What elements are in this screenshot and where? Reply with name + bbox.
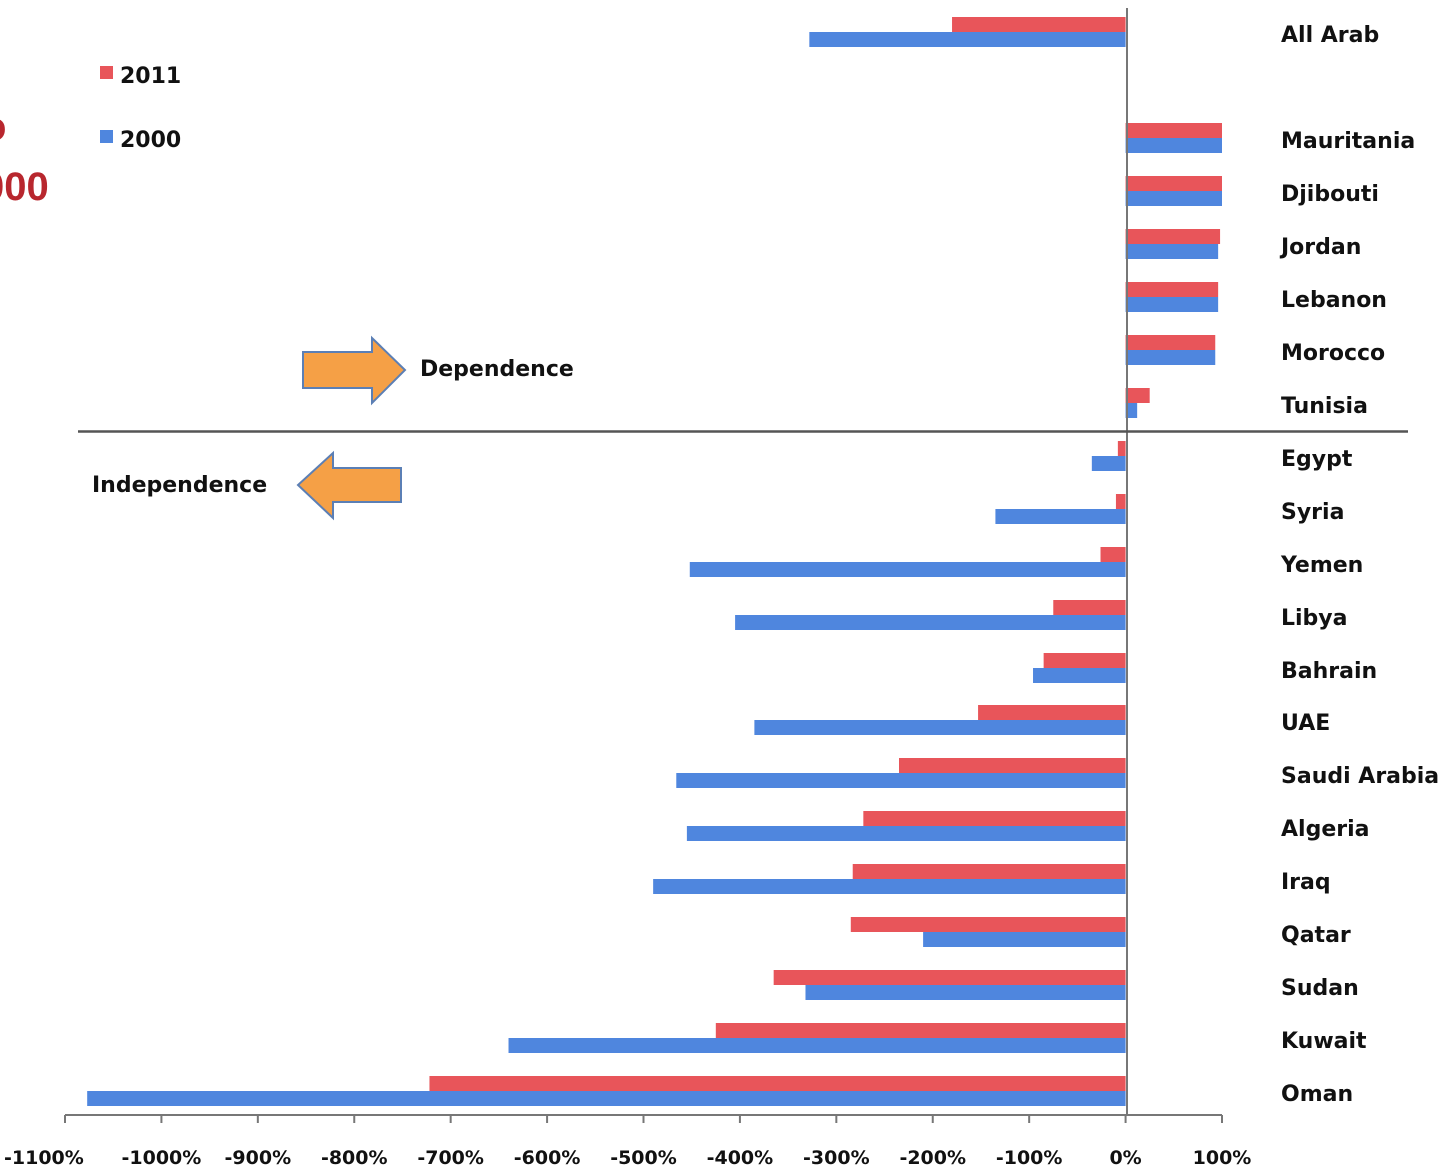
independence-label: Independence — [92, 473, 267, 498]
dependence-annotation: Dependence — [302, 335, 574, 406]
bar-2011-djibouti — [1125, 176, 1222, 191]
bar-2011-syria — [1115, 494, 1126, 509]
bar-2000-jordan — [1125, 244, 1219, 259]
bar-2000-oman — [87, 1091, 1126, 1106]
bar-2011-oman — [429, 1076, 1126, 1091]
bar-2000-yemen — [689, 562, 1126, 577]
category-label-yemen: Yemen — [1280, 553, 1363, 578]
category-label-lebanon: Lebanon — [1281, 288, 1387, 313]
category-label-iraq: Iraq — [1281, 870, 1331, 895]
bar-2000-all-arab — [809, 32, 1126, 47]
x-axis: -1100% -1000% -900% -800% -700% -600% -500% -40… — [4, 1114, 1252, 1169]
bar-2000-algeria — [686, 826, 1126, 841]
category-label-saudi-arabia: Saudi Arabia — [1281, 764, 1439, 789]
title-fragment-2: 000 — [0, 165, 49, 209]
bar-2011-iraq — [852, 864, 1126, 879]
bar-2000-mauritania — [1125, 138, 1222, 153]
bar-2011-saudi-arabia — [899, 758, 1126, 773]
bar-2000-uae — [754, 720, 1126, 735]
arrow-right-icon — [302, 335, 407, 406]
category-label-all-arab: All Arab — [1281, 23, 1379, 48]
bar-2011-yemen — [1100, 547, 1126, 562]
bar-2000-tunisia — [1125, 403, 1138, 418]
x-tick-label: -800% — [321, 1147, 388, 1169]
legend-swatch-2000 — [100, 130, 113, 143]
bar-2000-iraq — [653, 879, 1126, 894]
category-label-syria: Syria — [1281, 500, 1344, 525]
category-label-jordan: Jordan — [1279, 235, 1361, 260]
bar-2011-all-arab — [952, 17, 1126, 32]
x-tick-label: -500% — [610, 1147, 677, 1169]
category-label-oman: Oman — [1281, 1082, 1353, 1107]
bar-2011-egypt — [1117, 441, 1126, 456]
x-tick-label: 0% — [1109, 1147, 1141, 1169]
bar-group — [87, 17, 1222, 1106]
dependence-label: Dependence — [420, 357, 574, 382]
bar-2000-kuwait — [508, 1038, 1126, 1053]
bar-2011-algeria — [863, 811, 1126, 826]
bar-2000-syria — [995, 509, 1126, 524]
bar-2000-egypt — [1091, 456, 1126, 471]
x-tick-label: -1000% — [122, 1147, 202, 1169]
category-label-egypt: Egypt — [1281, 447, 1353, 472]
bar-2011-lebanon — [1125, 282, 1219, 297]
category-label-kuwait: Kuwait — [1281, 1029, 1367, 1054]
bar-2000-qatar — [923, 932, 1126, 947]
arrow-left-icon — [296, 450, 402, 521]
bar-2011-kuwait — [715, 1023, 1126, 1038]
legend: 2011 2000 — [100, 64, 181, 153]
bar-2011-sudan — [773, 970, 1126, 985]
x-tick-label: -400% — [707, 1147, 774, 1169]
bar-2000-libya — [735, 615, 1126, 630]
bar-2000-saudi-arabia — [676, 773, 1126, 788]
category-label-morocco: Morocco — [1281, 341, 1385, 366]
x-tick-label: -700% — [417, 1147, 484, 1169]
bar-2011-bahrain — [1043, 653, 1126, 668]
bar-2000-djibouti — [1125, 191, 1222, 206]
category-label-mauritania: Mauritania — [1281, 129, 1415, 154]
bar-2000-lebanon — [1125, 297, 1219, 312]
category-label-qatar: Qatar — [1281, 923, 1351, 948]
category-label-libya: Libya — [1281, 606, 1348, 631]
bar-2011-morocco — [1125, 335, 1216, 350]
bar-2011-uae — [978, 705, 1126, 720]
bar-2011-mauritania — [1125, 123, 1222, 138]
category-label-sudan: Sudan — [1281, 976, 1359, 1001]
category-label-tunisia: Tunisia — [1281, 394, 1368, 419]
x-tick-label: -900% — [225, 1147, 292, 1169]
category-label-uae: UAE — [1281, 711, 1330, 736]
bar-2011-libya — [1053, 600, 1126, 615]
category-label-djibouti: Djibouti — [1281, 182, 1379, 207]
bar-2011-qatar — [850, 917, 1126, 932]
legend-label-2011: 2011 — [120, 64, 181, 89]
x-tick-label: -100% — [996, 1147, 1063, 1169]
x-tick-label: 100% — [1193, 1147, 1252, 1169]
bar-2000-bahrain — [1033, 668, 1126, 683]
independence-annotation: Independence — [92, 450, 402, 521]
category-labels: All Arab Mauritania Djibouti Jordan Lebanon M… — [1279, 23, 1439, 1107]
legend-swatch-2011 — [100, 66, 113, 79]
category-label-algeria: Algeria — [1281, 817, 1369, 842]
x-tick-label: -200% — [899, 1147, 966, 1169]
bar-2000-morocco — [1125, 350, 1216, 365]
title-fragment-1: o — [0, 105, 6, 149]
bar-2000-sudan — [805, 985, 1126, 1000]
x-tick-label: -600% — [514, 1147, 581, 1169]
bar-2011-tunisia — [1125, 388, 1150, 403]
bar-2011-jordan — [1125, 229, 1221, 244]
x-tick-label: -300% — [803, 1147, 870, 1169]
category-label-bahrain: Bahrain — [1281, 659, 1377, 684]
x-tick-label: -1100% — [4, 1147, 84, 1169]
legend-label-2000: 2000 — [120, 128, 181, 153]
